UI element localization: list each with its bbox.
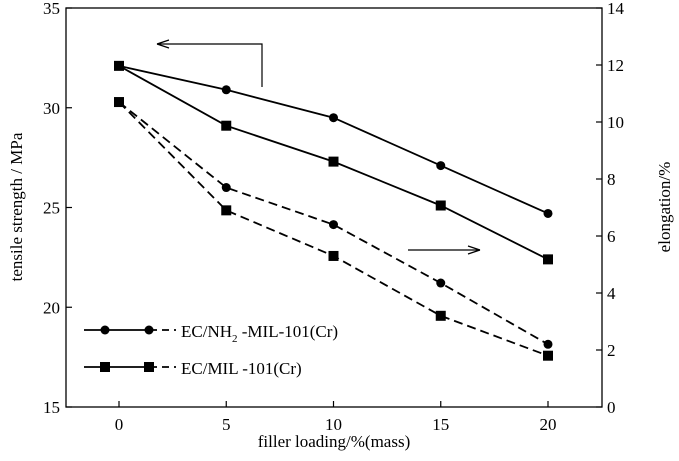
right-y-tick-label: 6	[607, 227, 616, 246]
right-axis-arrow	[408, 245, 481, 255]
x-tick-label: 20	[540, 415, 557, 434]
legend-marker	[100, 325, 110, 335]
legend-marker	[144, 362, 154, 372]
square-marker	[114, 60, 124, 71]
x-tick-label: 5	[222, 415, 231, 434]
legend-label: EC/MIL -101(Cr)	[181, 359, 302, 378]
square-marker	[328, 156, 339, 167]
square-marker	[435, 200, 446, 211]
left-y-tick-label: 25	[43, 199, 60, 218]
left-y-tick-label: 30	[43, 99, 60, 118]
circle-marker	[543, 208, 553, 218]
square-marker	[221, 205, 232, 216]
series-line	[118, 101, 549, 346]
circle-marker	[329, 113, 338, 123]
circle-marker	[436, 161, 446, 171]
x-tick-label: 15	[432, 415, 449, 434]
circle-marker	[543, 339, 553, 349]
right-y-tick-label: 0	[607, 398, 616, 417]
series-0	[114, 61, 553, 218]
legend-label: EC/NH2 -MIL-101(Cr)	[181, 322, 338, 345]
legend-entry: EC/MIL -101(Cr)	[84, 359, 302, 378]
right-y-tick-label: 14	[607, 0, 625, 18]
x-tick-label: 0	[115, 415, 124, 434]
square-marker	[543, 254, 553, 265]
circle-marker	[329, 220, 338, 230]
right-y-tick-label: 8	[607, 170, 616, 189]
series-2	[114, 97, 553, 349]
legend-entry: EC/NH2 -MIL-101(Cr)	[84, 322, 338, 345]
series-1	[114, 60, 553, 265]
square-marker	[543, 350, 553, 361]
left-y-axis-label: tensile strength / MPa	[7, 132, 26, 281]
right-y-tick-label: 12	[607, 56, 624, 75]
x-axis-label: filler loading/%(mass)	[258, 432, 411, 451]
left-y-tick-label: 15	[43, 398, 60, 417]
right-y-tick-label: 10	[607, 113, 624, 132]
left-y-tick-label: 35	[43, 0, 60, 18]
legend-marker	[144, 325, 154, 335]
right-y-tick-label: 4	[607, 284, 616, 303]
square-marker	[435, 310, 446, 321]
series-line	[118, 64, 549, 215]
circle-marker	[436, 278, 446, 288]
square-marker	[221, 120, 232, 131]
circle-marker	[221, 183, 231, 193]
circle-marker	[221, 85, 231, 95]
right-y-axis-label: elongation/%	[655, 162, 674, 253]
square-marker	[328, 250, 339, 261]
plot-frame	[65, 7, 603, 408]
series-3	[114, 97, 553, 361]
left-axis-arrow	[156, 39, 263, 87]
x-tick-label: 10	[325, 415, 342, 434]
right-y-tick-label: 2	[607, 341, 616, 360]
square-marker	[114, 97, 124, 108]
left-y-tick-label: 20	[43, 298, 60, 317]
legend-marker	[100, 362, 110, 372]
